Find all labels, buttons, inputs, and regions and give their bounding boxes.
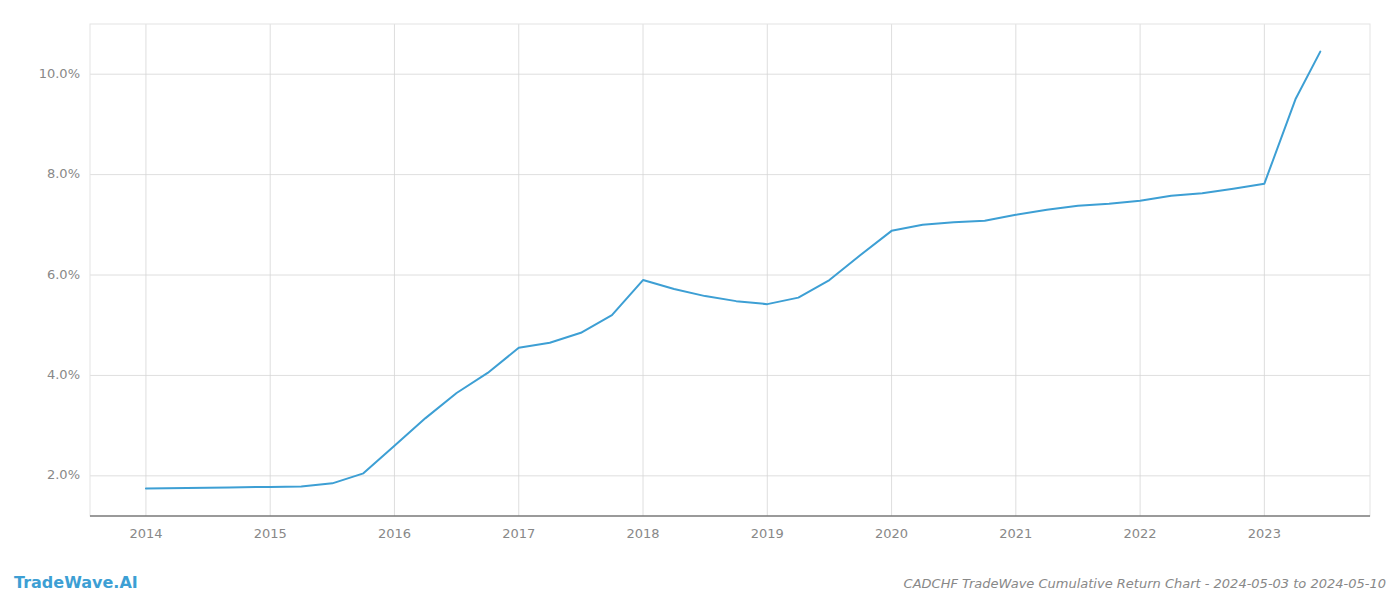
x-grid-line <box>1015 24 1016 516</box>
grid <box>90 24 1370 516</box>
y-grid-line <box>90 74 1370 75</box>
y-tick-label: 10.0% <box>39 66 80 81</box>
x-axis-line <box>90 515 1370 516</box>
y-grid-line <box>90 375 1370 376</box>
line <box>146 52 1320 489</box>
axes: 2.0% 4.0% 6.0% 8.0% 10.0% 2014 2015 2016 2017 201… <box>39 24 1370 541</box>
x-tick-label: 2020 <box>875 526 908 541</box>
x-tick-label: 2019 <box>751 526 784 541</box>
x-grid-line <box>643 24 644 516</box>
x-tick-label: 2016 <box>378 526 411 541</box>
series <box>146 52 1320 489</box>
chart: 2.0% 4.0% 6.0% 8.0% 10.0% 2014 2015 2016 2017 201… <box>0 0 1400 600</box>
x-tick-label: 2015 <box>254 526 287 541</box>
x-tick-label: 2023 <box>1248 526 1281 541</box>
x-grid-line <box>145 24 146 516</box>
x-tick-label: 2018 <box>626 526 659 541</box>
x-grid-line <box>518 24 519 516</box>
x-grid-line <box>767 24 768 516</box>
x-grid-line <box>1140 24 1141 516</box>
watermark: TradeWave.AI <box>14 573 138 592</box>
x-tick-label: 2014 <box>129 526 162 541</box>
x-grid-line <box>1264 24 1265 516</box>
title: CADCHF TradeWave Cumulative Return Chart… <box>904 576 1386 591</box>
x-tick-label: 2022 <box>1124 526 1157 541</box>
x-grid-line <box>394 24 395 516</box>
x-tick-label: 2017 <box>502 526 535 541</box>
y-grid-line <box>90 275 1370 276</box>
x-tick-label: 2021 <box>999 526 1032 541</box>
plot-frame <box>90 24 1370 516</box>
x-grid-line <box>891 24 892 516</box>
x-grid-line <box>270 24 271 516</box>
y-tick-label: 2.0% <box>47 467 80 482</box>
y-tick-label: 6.0% <box>47 267 80 282</box>
y-grid-line <box>90 174 1370 175</box>
y-grid-line <box>90 475 1370 476</box>
y-tick-label: 8.0% <box>47 166 80 181</box>
y-tick-label: 4.0% <box>47 367 80 382</box>
